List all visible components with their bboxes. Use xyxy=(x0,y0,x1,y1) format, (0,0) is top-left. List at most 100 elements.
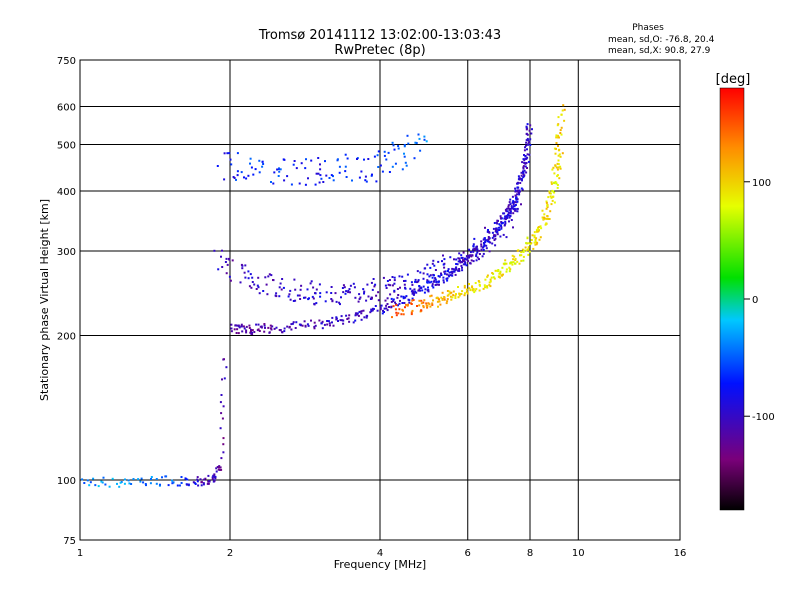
f1-trace-point xyxy=(88,484,91,487)
f1-trace-point xyxy=(139,480,142,483)
x-trace-point xyxy=(490,276,493,279)
x-trace-point xyxy=(455,293,457,296)
f1-trace-point xyxy=(196,478,199,481)
o-trace-upper-point xyxy=(398,275,401,278)
f1-trace-point xyxy=(211,478,214,481)
o-trace-point xyxy=(269,324,272,327)
o-trace-upper-point xyxy=(409,287,412,290)
o-trace-upper-point xyxy=(418,285,421,287)
o-trace-upper-point xyxy=(414,280,417,283)
o-trace-upper-point xyxy=(318,283,321,286)
f2-cluster-point xyxy=(332,179,335,182)
x-trace-point xyxy=(494,269,497,272)
o-trace-upper-point xyxy=(282,286,285,289)
x-trace-point xyxy=(478,289,481,292)
o-trace-upper-point xyxy=(342,291,345,294)
o-trace-point xyxy=(243,327,246,330)
f2-cluster-point xyxy=(283,158,286,161)
f1-trace-point xyxy=(116,482,118,485)
f2-cluster-point xyxy=(298,182,301,185)
o-trace-upper-point xyxy=(385,287,388,289)
o-trace-upper-point xyxy=(476,248,479,251)
o-trace-point xyxy=(521,188,524,191)
f2-cluster-point xyxy=(385,158,388,161)
o-trace-point xyxy=(403,302,406,304)
o-trace-upper-point xyxy=(468,256,470,259)
o-trace-point xyxy=(480,243,483,246)
x-trace-point xyxy=(500,274,503,277)
o-trace-upper-point xyxy=(309,282,312,285)
o-trace-upper-point xyxy=(343,286,346,289)
o-trace-point xyxy=(526,148,528,151)
o-trace-point xyxy=(526,156,529,159)
o-trace-upper-point xyxy=(447,269,449,272)
f2-cluster-point xyxy=(236,170,239,173)
o-trace-point xyxy=(514,194,517,197)
o-trace-point xyxy=(327,320,330,323)
o-trace-upper-point xyxy=(469,262,472,265)
f2-cluster-point xyxy=(258,171,261,174)
o-trace-upper-point xyxy=(280,288,283,291)
x-trace-point xyxy=(473,291,476,294)
x-trace-point xyxy=(550,196,553,199)
x-trace-point xyxy=(468,283,470,285)
f2-cluster-point xyxy=(317,172,320,175)
o-trace-point xyxy=(346,318,349,320)
f1-trace-point xyxy=(220,468,223,471)
x-trace-point xyxy=(508,270,511,273)
x-trace-point xyxy=(522,249,525,252)
x-trace-point xyxy=(546,204,549,207)
o-trace-point xyxy=(437,281,440,284)
o-trace-point xyxy=(520,174,523,177)
o-trace-point xyxy=(240,325,243,328)
o-trace-upper-point xyxy=(264,276,267,279)
f2-cluster-point xyxy=(375,180,378,183)
o-trace-point xyxy=(264,326,266,329)
x-trace-point xyxy=(553,191,556,194)
o-trace-point xyxy=(522,167,525,170)
y-tick-label: 200 xyxy=(57,332,76,343)
o-trace-upper-point xyxy=(311,295,314,298)
f2-cluster-point xyxy=(258,159,261,162)
o-trace-point xyxy=(374,305,377,307)
f1-trace-point xyxy=(171,479,173,482)
o-trace-point xyxy=(345,314,348,317)
o-trace-point xyxy=(431,284,434,287)
x-trace-point xyxy=(555,134,558,137)
o-trace-point xyxy=(290,328,293,331)
o-trace-upper-point xyxy=(341,287,344,289)
o-trace-point xyxy=(434,277,437,280)
o-trace-upper-point xyxy=(281,278,284,280)
o-trace-point xyxy=(482,248,485,251)
o-trace-point xyxy=(515,190,518,193)
o-trace-point xyxy=(381,312,384,315)
f2-cluster-point xyxy=(418,137,421,140)
o-trace-upper-point xyxy=(240,263,243,266)
o-trace-point xyxy=(520,177,523,180)
f1-trace-point xyxy=(172,481,175,484)
o-trace-point xyxy=(516,190,519,193)
o-trace-upper-point xyxy=(491,242,494,245)
x-trace-point xyxy=(488,281,491,284)
o-trace-upper-point xyxy=(319,295,322,298)
o-trace-upper-point xyxy=(442,281,445,284)
o-trace-point xyxy=(388,306,390,308)
x-trace-point xyxy=(395,304,398,306)
x-trace-point xyxy=(546,215,549,217)
y-tick-label: 400 xyxy=(57,187,76,198)
o-trace-point xyxy=(437,275,440,278)
x-trace-point xyxy=(538,238,541,241)
y-tick-label: 500 xyxy=(57,141,76,152)
o-trace-point xyxy=(392,298,395,301)
x-trace-point xyxy=(551,199,554,202)
o-trace-upper-point xyxy=(442,263,445,266)
o-trace-upper-point xyxy=(262,290,265,292)
f2-cluster-point xyxy=(419,149,422,152)
x-trace-point xyxy=(457,296,460,299)
x-trace-point xyxy=(466,292,469,295)
x-trace-point xyxy=(514,259,517,262)
x-trace-point xyxy=(530,242,533,245)
f2-cluster-point xyxy=(277,175,280,177)
o-trace-point xyxy=(358,310,361,313)
o-trace-upper-point xyxy=(478,258,480,261)
